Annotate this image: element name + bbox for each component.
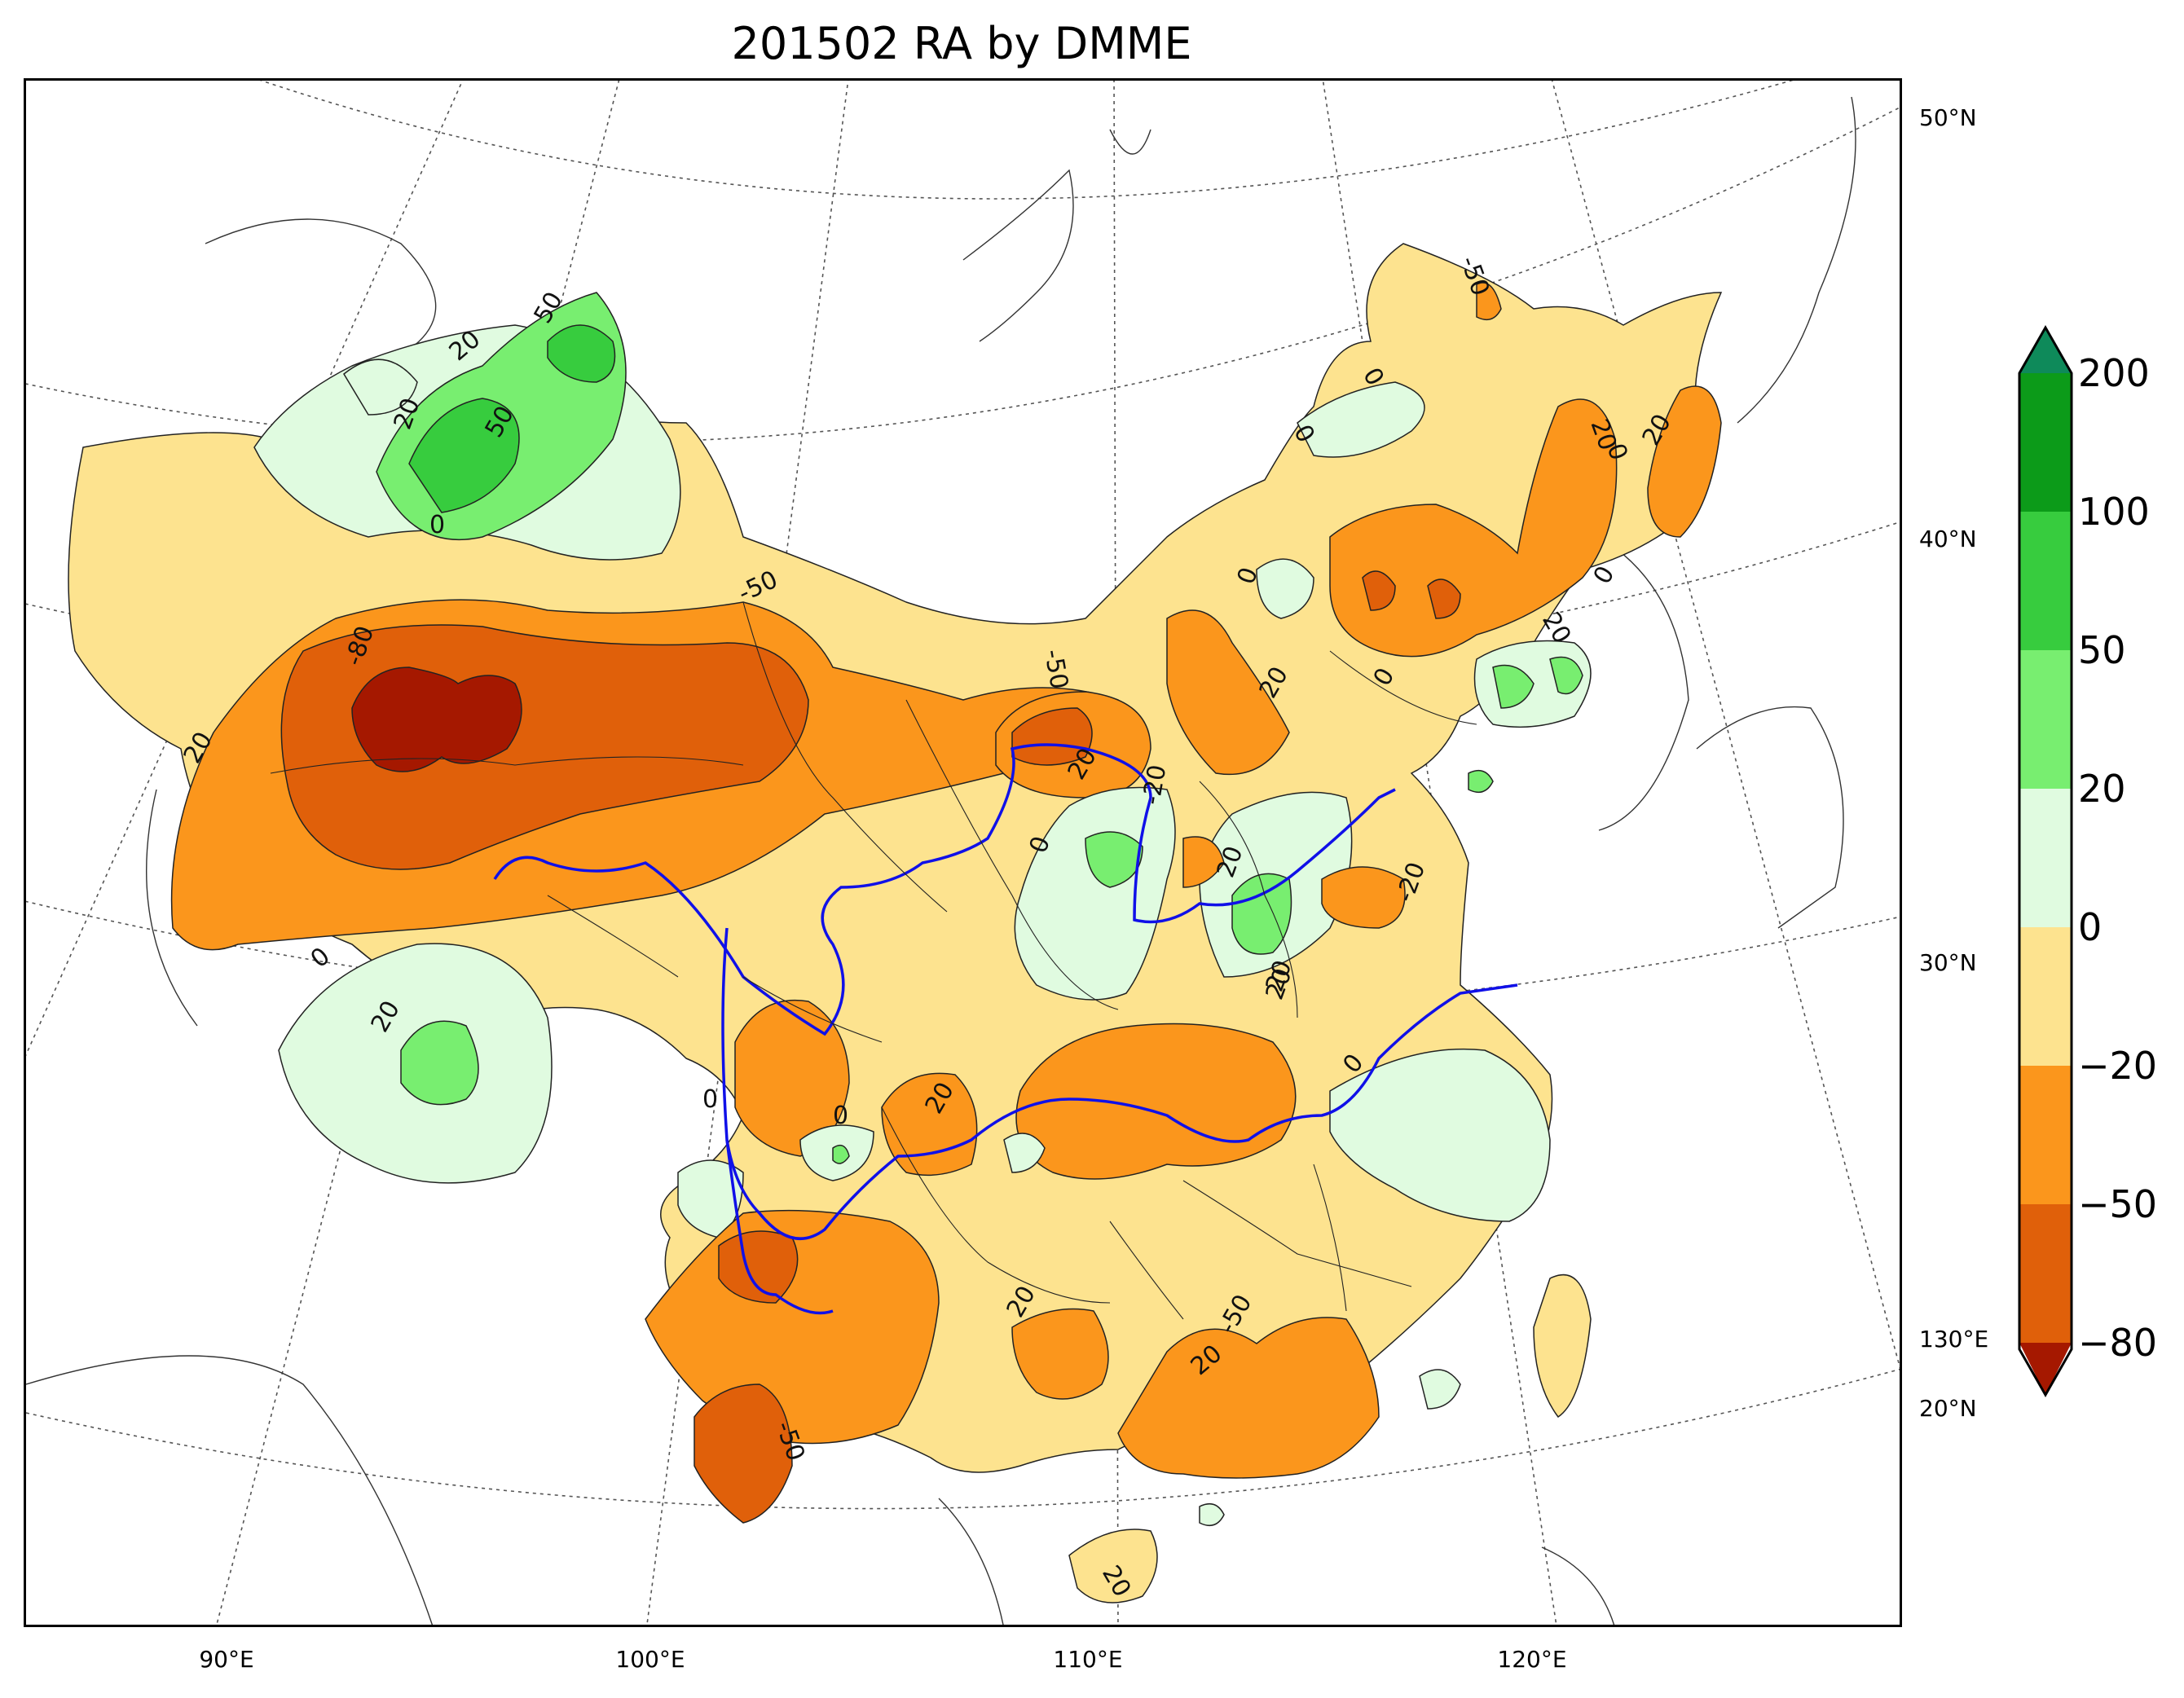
colorbar-swatch	[2019, 1343, 2072, 1395]
colorbar-swatch	[2019, 789, 2072, 927]
region-fujian-wet	[1419, 1369, 1461, 1410]
region-jiangsu-wet	[1329, 1048, 1551, 1222]
precipitation-anomaly-map: 50 20 20 50 0 -50 -80 -50 20 0 20 0 20 0…	[26, 81, 1900, 1625]
lat-label-130e: 130°E	[1919, 1326, 1989, 1353]
lat-label-40n: 40°N	[1919, 526, 1977, 552]
lon-label-100e: 100°E	[615, 1646, 685, 1673]
colorbar-label-100: 100	[2078, 490, 2150, 534]
colorbar-label-minus50: −50	[2078, 1182, 2158, 1226]
contour-label: -50	[1038, 647, 1073, 691]
lon-label-110e: 110°E	[1053, 1646, 1123, 1673]
region-taiwan	[1533, 1274, 1592, 1419]
region-northeast-dry-c	[1476, 282, 1502, 321]
rivers	[493, 743, 1518, 1315]
region-small-wet-a	[343, 359, 418, 416]
colorbar-label-minus20: −20	[2078, 1044, 2158, 1088]
colorbar-swatch	[2019, 1066, 2072, 1204]
jinsha-river	[725, 1139, 834, 1315]
region-central-20-50	[832, 1144, 850, 1164]
region-guangdong-dry	[1117, 1317, 1380, 1479]
region-tibet-20-50	[400, 1020, 479, 1106]
colorbar-label-minus80: −80	[2078, 1321, 2158, 1365]
coastlines	[26, 96, 1856, 1625]
anomaly-fills	[68, 243, 1723, 1603]
contour-label: 0	[429, 511, 445, 539]
region-driest-core	[351, 666, 522, 772]
region-central-wet-a	[1003, 1133, 1046, 1173]
lon-label-120e: 120°E	[1497, 1646, 1567, 1673]
region-light-dry	[68, 243, 1723, 1473]
region-yunnan-drier	[694, 1383, 793, 1524]
colorbar-swatch	[2019, 512, 2072, 650]
region-guangdong-wet	[1199, 1502, 1225, 1527]
region-hainan	[1068, 1529, 1158, 1603]
region-hebei-dry	[1182, 836, 1225, 888]
region-north-dry-b	[1166, 609, 1290, 776]
region-northeast-wet-b	[1256, 558, 1314, 619]
contour-label: 0	[1588, 561, 1621, 589]
colorbar-label-200: 200	[2078, 351, 2150, 395]
region-northeast-dry	[1329, 398, 1618, 658]
colorbar-swatch	[2019, 328, 2072, 373]
region-coast-20-50	[1468, 769, 1494, 794]
yellow-river	[493, 743, 1396, 1036]
contour-label: 0	[702, 1085, 718, 1114]
map-panel: 50 20 20 50 0 -50 -80 -50 20 0 20 0 20 0…	[24, 78, 1902, 1627]
lat-label-50n: 50°N	[1919, 104, 1977, 131]
colorbar-label-20: 20	[2078, 767, 2126, 811]
colorbar-swatch	[2019, 927, 2072, 1066]
region-northeast-dry-b	[1647, 385, 1722, 538]
colorbar-label-0: 0	[2078, 905, 2103, 949]
yangtze-river	[721, 927, 1518, 1240]
region-northeast-drier-a	[1362, 570, 1396, 611]
region-sichuan-dry	[734, 999, 850, 1157]
province-borders	[270, 601, 1477, 1320]
lon-label-90e: 90°E	[199, 1646, 254, 1673]
lat-label-30n: 30°N	[1919, 949, 1977, 976]
region-guangxi-dry	[1011, 1308, 1109, 1400]
region-liaoning-20-50	[1492, 664, 1535, 709]
contour-label: 0	[833, 1102, 848, 1130]
region-yunnan-drier-b	[718, 1230, 799, 1304]
contour-label: -20	[1137, 763, 1172, 807]
contour-label: 0	[306, 942, 336, 974]
colorbar-swatch	[2019, 373, 2072, 512]
colorbar	[2018, 324, 2073, 1398]
region-northeast-wet-a	[1297, 381, 1425, 458]
region-xinjiang-50-100-b	[547, 324, 616, 383]
region-liaoning-20-50-b	[1549, 656, 1583, 695]
colorbar-label-50: 50	[2078, 628, 2126, 672]
map-title: 201502 RA by DMME	[731, 18, 1192, 69]
region-xinjiang-50-100-a	[408, 398, 520, 513]
region-inner-mongolia-drier	[1011, 707, 1093, 766]
region-northeast-drier-b	[1427, 578, 1461, 619]
lat-label-20n: 20°N	[1919, 1395, 1977, 1422]
colorbar-swatch	[2019, 650, 2072, 789]
region-shandong-dry	[1321, 866, 1406, 929]
colorbar-swatch	[2019, 1204, 2072, 1343]
